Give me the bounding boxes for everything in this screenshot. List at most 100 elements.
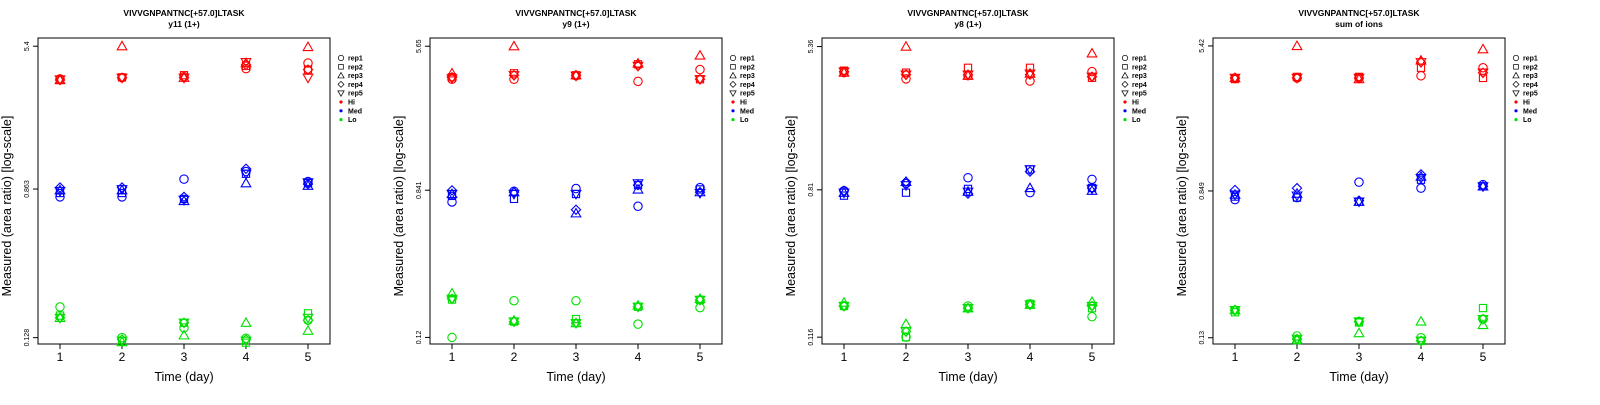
data-point-med-rep4	[178, 191, 190, 203]
plot-frame	[1212, 37, 1506, 345]
chart-title: VIVVGNPANTNC[+57.0]LTASK	[515, 8, 637, 18]
legend-label-rep5: rep5	[1523, 91, 1538, 98]
data-point-hi-rep1	[509, 74, 519, 85]
data-point-hi-rep5	[570, 71, 582, 82]
data-point-hi-rep2	[303, 65, 313, 74]
x-axis-label: Time (day)	[546, 370, 605, 384]
legend-symbol-rep1	[337, 54, 345, 62]
data-point-med-rep3	[1477, 180, 1489, 191]
legend-symbol-rep3	[337, 71, 345, 79]
legend-symbol-rep2	[1513, 64, 1519, 70]
legend-label-rep4: rep4	[1132, 82, 1147, 89]
data-point-med-rep4	[1086, 182, 1098, 194]
data-point-lo-rep2	[303, 309, 313, 318]
legend-label-rep2: rep2	[348, 64, 363, 71]
legend-symbol-rep1	[1121, 54, 1129, 62]
y-axis-label: Measured (area ratio) [log-scale]	[392, 116, 406, 297]
legend-symbol-rep4	[1121, 80, 1129, 88]
x-axis-label: Time (day)	[1329, 370, 1388, 384]
data-point-hi-rep1	[1087, 66, 1097, 77]
legend-dot-med	[731, 109, 735, 113]
data-point-hi-rep2	[1025, 63, 1035, 72]
data-point-hi-rep5	[508, 71, 520, 82]
legend-label-med: Med	[1523, 108, 1537, 115]
data-point-med-rep1	[1230, 194, 1240, 205]
chart-title: VIVVGNPANTNC[+57.0]LTASK	[123, 8, 245, 18]
legend-label-hi: Hi	[1132, 100, 1139, 107]
plot-frame	[821, 37, 1115, 345]
data-point-med-rep5	[962, 187, 974, 198]
legend-dot-hi	[339, 100, 343, 104]
data-point-hi-rep5	[838, 67, 850, 78]
legend-label-rep3: rep3	[1523, 73, 1538, 80]
x-axis-label: Time (day)	[154, 370, 213, 384]
data-point-med-rep5	[632, 179, 644, 190]
legend-label-rep5: rep5	[348, 91, 363, 98]
legend-label-hi: Hi	[348, 100, 355, 107]
data-point-lo-rep1	[447, 332, 457, 343]
data-point-med-rep3	[694, 186, 706, 197]
data-point-med-rep1	[633, 201, 643, 212]
data-point-lo-rep5	[1229, 305, 1241, 317]
data-point-hi-rep4	[446, 71, 458, 83]
legend-symbol-rep3	[1121, 71, 1129, 79]
chart-title: VIVVGNPANTNC[+57.0]LTASK	[1298, 8, 1420, 18]
x-tick-label: 2	[511, 350, 518, 364]
data-point-med-rep5	[1086, 184, 1098, 195]
data-point-med-rep3	[838, 186, 850, 197]
data-point-hi-rep3	[570, 69, 582, 80]
data-point-med-rep1	[1416, 183, 1426, 193]
y-tick-label: 0.128	[24, 329, 31, 347]
y-tick-label: 5.4	[24, 41, 31, 51]
data-point-med-rep4	[1229, 184, 1241, 196]
data-point-hi-rep5	[694, 75, 706, 86]
data-point-lo-rep3	[1024, 298, 1036, 309]
data-point-lo-rep3	[1415, 315, 1427, 326]
data-point-hi-rep1	[241, 63, 251, 74]
data-point-lo-rep3	[1229, 304, 1241, 315]
data-point-lo-rep3	[1086, 295, 1098, 306]
data-point-lo-rep5	[240, 336, 252, 347]
legend-dot-hi	[1514, 100, 1518, 104]
data-point-lo-rep1	[571, 295, 581, 306]
data-point-lo-rep5	[178, 318, 190, 329]
data-point-med-rep3	[240, 177, 252, 188]
data-point-hi-rep5	[1477, 68, 1489, 79]
x-tick-label: 4	[1027, 350, 1034, 364]
data-point-med-rep1	[571, 183, 581, 194]
data-point-med-rep4	[240, 163, 252, 175]
legend-symbol-rep2	[1122, 64, 1128, 70]
data-point-lo-rep1	[1087, 311, 1097, 322]
data-point-hi-rep5	[240, 58, 252, 69]
x-tick-label: 4	[635, 350, 642, 364]
data-point-med-rep3	[446, 188, 458, 199]
y-axis-label: Measured (area ratio) [log-scale]	[1175, 116, 1189, 297]
legend-symbol-rep5	[1121, 90, 1129, 98]
data-point-med-rep1	[1087, 174, 1097, 185]
data-point-hi-rep1	[303, 58, 313, 68]
x-tick-label: 4	[243, 350, 250, 364]
x-tick-label: 1	[57, 350, 64, 364]
data-point-hi-rep5	[302, 73, 314, 84]
chart-subtitle: sum of ions	[1335, 19, 1383, 29]
x-tick-label: 3	[181, 350, 188, 364]
chart-subtitle: y9 (1+)	[562, 19, 589, 29]
x-tick-label: 3	[573, 350, 580, 364]
data-point-hi-rep5	[962, 70, 974, 81]
legend-label-rep4: rep4	[740, 82, 755, 89]
data-point-lo-rep5	[1353, 317, 1365, 328]
data-point-lo-rep1	[55, 302, 65, 312]
data-point-lo-rep4	[116, 334, 128, 345]
data-point-med-rep4	[446, 184, 458, 196]
data-point-med-rep1	[1025, 187, 1035, 198]
data-point-lo-rep5	[694, 295, 706, 306]
data-point-hi-rep3	[178, 71, 190, 82]
legend-label-rep2: rep2	[1132, 64, 1147, 71]
y-tick-label: 0.12	[416, 331, 423, 345]
legend-dot-hi	[1123, 100, 1127, 104]
data-point-hi-rep5	[900, 70, 912, 81]
x-tick-label: 1	[1232, 350, 1239, 364]
legend-label-med: Med	[348, 108, 362, 115]
